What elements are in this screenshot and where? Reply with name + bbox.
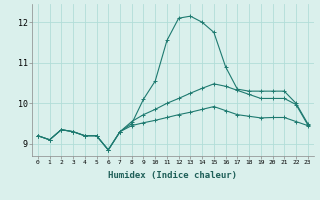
X-axis label: Humidex (Indice chaleur): Humidex (Indice chaleur) <box>108 171 237 180</box>
